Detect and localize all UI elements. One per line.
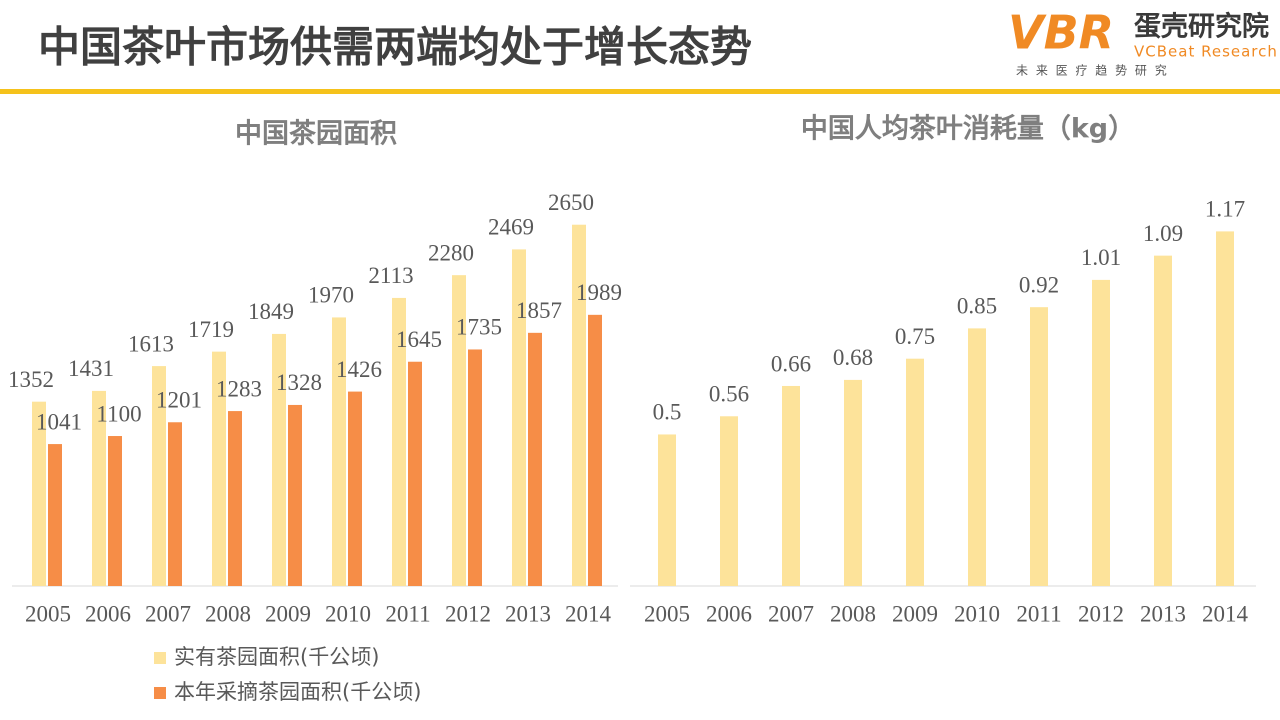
value-label: 0.5 bbox=[653, 400, 682, 425]
value-label: 1.17 bbox=[1205, 197, 1245, 222]
x-tick-label: 2010 bbox=[954, 601, 1000, 626]
bar bbox=[658, 434, 676, 586]
value-label: 0.68 bbox=[833, 345, 873, 370]
value-label: 1100 bbox=[96, 401, 141, 426]
chart-title: 中国茶园面积 bbox=[235, 119, 397, 150]
x-tick-label: 2008 bbox=[205, 601, 251, 626]
bar bbox=[288, 404, 302, 586]
x-tick-label: 2013 bbox=[1140, 601, 1186, 626]
legend-swatch bbox=[154, 652, 166, 664]
chart-title: 中国人均茶叶消耗量（kg） bbox=[801, 114, 1135, 145]
bar bbox=[572, 224, 586, 586]
legend-swatch bbox=[154, 687, 166, 699]
x-tick-label: 2008 bbox=[830, 601, 876, 626]
value-label: 1352 bbox=[8, 367, 54, 392]
bar bbox=[168, 422, 182, 586]
value-label: 2469 bbox=[488, 215, 534, 240]
bar bbox=[452, 275, 466, 586]
value-label: 1645 bbox=[396, 327, 442, 352]
bar bbox=[1154, 255, 1172, 586]
legend-label: 实有茶园面积(千公顷) bbox=[174, 645, 379, 669]
bar bbox=[48, 444, 62, 586]
bar bbox=[392, 297, 406, 586]
bar bbox=[32, 401, 46, 586]
value-label: 1719 bbox=[188, 317, 234, 342]
value-label: 1041 bbox=[36, 409, 82, 434]
value-label: 0.85 bbox=[957, 294, 997, 319]
x-tick-label: 2010 bbox=[325, 601, 371, 626]
x-tick-label: 2013 bbox=[505, 601, 551, 626]
value-label: 1431 bbox=[68, 356, 114, 381]
value-label: 1426 bbox=[336, 357, 382, 382]
legend-label: 本年采摘茶园面积(千公顷) bbox=[174, 680, 421, 704]
value-label: 2113 bbox=[368, 263, 413, 288]
x-tick-label: 2007 bbox=[768, 601, 814, 626]
bar bbox=[408, 361, 422, 586]
x-tick-label: 2012 bbox=[1078, 601, 1124, 626]
bar bbox=[512, 249, 526, 586]
value-label: 0.75 bbox=[895, 324, 935, 349]
value-label: 1849 bbox=[248, 299, 294, 324]
value-label: 0.66 bbox=[771, 351, 811, 376]
bar bbox=[348, 391, 362, 586]
value-label: 1857 bbox=[516, 298, 562, 323]
bar bbox=[108, 436, 122, 586]
value-label: 0.92 bbox=[1019, 272, 1059, 297]
value-label: 1283 bbox=[216, 376, 262, 401]
bar bbox=[272, 333, 286, 586]
logo-slogan: 未 来 医 疗 趋 势 研 究 bbox=[1016, 63, 1169, 78]
value-label: 1201 bbox=[156, 388, 202, 413]
bar bbox=[906, 358, 924, 586]
x-tick-label: 2012 bbox=[445, 601, 491, 626]
value-label: 1613 bbox=[128, 331, 174, 356]
bar bbox=[720, 416, 738, 586]
x-tick-label: 2005 bbox=[25, 601, 71, 626]
x-tick-label: 2005 bbox=[644, 601, 690, 626]
x-tick-label: 2007 bbox=[145, 601, 191, 626]
x-tick-label: 2006 bbox=[706, 601, 752, 626]
value-label: 1.01 bbox=[1081, 245, 1121, 270]
value-label: 2280 bbox=[428, 240, 474, 265]
value-label: 1989 bbox=[576, 280, 622, 305]
slide-title: 中国茶叶市场供需两端均处于增长态势 bbox=[38, 23, 752, 72]
logo-mark: VBR bbox=[1008, 6, 1114, 60]
x-tick-label: 2009 bbox=[892, 601, 938, 626]
x-tick-label: 2014 bbox=[1202, 601, 1249, 626]
value-label: 1.09 bbox=[1143, 221, 1183, 246]
bar bbox=[212, 351, 226, 586]
x-tick-label: 2009 bbox=[265, 601, 311, 626]
x-tick-label: 2011 bbox=[1016, 601, 1061, 626]
value-label: 1328 bbox=[276, 370, 322, 395]
bar bbox=[588, 314, 602, 586]
bar bbox=[1216, 231, 1234, 586]
bar bbox=[332, 317, 346, 586]
bar bbox=[1092, 279, 1110, 586]
logo-name: 蛋壳研究院 bbox=[1134, 11, 1269, 43]
x-tick-label: 2011 bbox=[385, 601, 430, 626]
bar bbox=[528, 332, 542, 586]
bar bbox=[1030, 307, 1048, 586]
value-label: 1735 bbox=[456, 315, 502, 340]
bar bbox=[228, 411, 242, 586]
bar bbox=[92, 390, 106, 586]
value-label: 2650 bbox=[548, 190, 594, 215]
bar bbox=[844, 379, 862, 586]
bar bbox=[968, 328, 986, 586]
header-rule bbox=[0, 89, 1280, 94]
x-tick-label: 2014 bbox=[565, 601, 612, 626]
x-tick-label: 2006 bbox=[85, 601, 131, 626]
bar bbox=[468, 349, 482, 586]
value-label: 0.56 bbox=[709, 382, 749, 407]
bar bbox=[782, 385, 800, 586]
logo-english: VCBeat Research bbox=[1134, 43, 1278, 61]
bar bbox=[152, 366, 166, 586]
value-label: 1970 bbox=[308, 283, 354, 308]
